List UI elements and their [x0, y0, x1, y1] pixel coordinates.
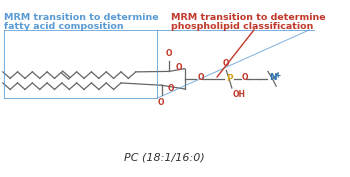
- Text: O: O: [175, 63, 182, 72]
- Text: P: P: [226, 74, 232, 83]
- Text: phospholipid classification: phospholipid classification: [171, 22, 313, 30]
- Text: N: N: [269, 73, 276, 82]
- Text: +: +: [274, 71, 280, 80]
- Text: O: O: [168, 84, 175, 93]
- Text: MRM transition to determine: MRM transition to determine: [171, 13, 326, 22]
- Text: fatty acid composition: fatty acid composition: [4, 22, 123, 30]
- Text: O: O: [222, 59, 229, 68]
- Text: MRM transition to determine: MRM transition to determine: [4, 13, 158, 22]
- Text: OH: OH: [233, 90, 246, 99]
- Text: O: O: [166, 50, 172, 58]
- Text: O: O: [158, 98, 164, 107]
- Text: O: O: [198, 73, 204, 82]
- Text: PC (18:1/16:0): PC (18:1/16:0): [124, 153, 205, 163]
- Text: O: O: [242, 73, 248, 82]
